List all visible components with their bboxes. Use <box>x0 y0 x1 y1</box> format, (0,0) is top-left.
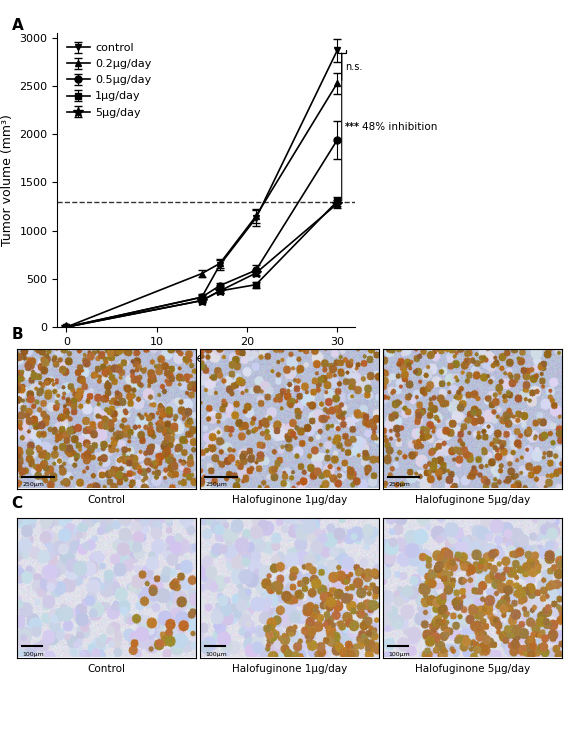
Text: ***: *** <box>346 122 360 132</box>
Text: 100μm: 100μm <box>388 651 410 656</box>
Text: Halofuginone 1μg/day: Halofuginone 1μg/day <box>231 664 347 674</box>
Text: Control: Control <box>88 664 125 674</box>
Text: 100μm: 100μm <box>22 651 44 656</box>
Y-axis label: Tumor volume (mm³): Tumor volume (mm³) <box>1 114 14 246</box>
Legend: control, 0.2μg/day, 0.5μg/day, 1μg/day, 5μg/day: control, 0.2μg/day, 0.5μg/day, 1μg/day, … <box>63 39 156 122</box>
Text: 48% inhibition: 48% inhibition <box>362 122 437 132</box>
Text: 250μm: 250μm <box>388 482 410 487</box>
Text: Halofuginone 5μg/day: Halofuginone 5μg/day <box>415 664 530 674</box>
Text: 250μm: 250μm <box>206 482 227 487</box>
Text: B: B <box>11 327 23 342</box>
Text: Halofuginone 5μg/day: Halofuginone 5μg/day <box>415 495 530 505</box>
Text: n.s.: n.s. <box>346 62 363 72</box>
Text: Halofuginone 1μg/day: Halofuginone 1μg/day <box>231 495 347 505</box>
Text: A: A <box>11 18 23 33</box>
Text: C: C <box>11 496 22 511</box>
Text: 100μm: 100μm <box>206 651 227 656</box>
Text: Control: Control <box>88 495 125 505</box>
Text: 250μm: 250μm <box>22 482 44 487</box>
X-axis label: days after injection: days after injection <box>146 352 266 365</box>
